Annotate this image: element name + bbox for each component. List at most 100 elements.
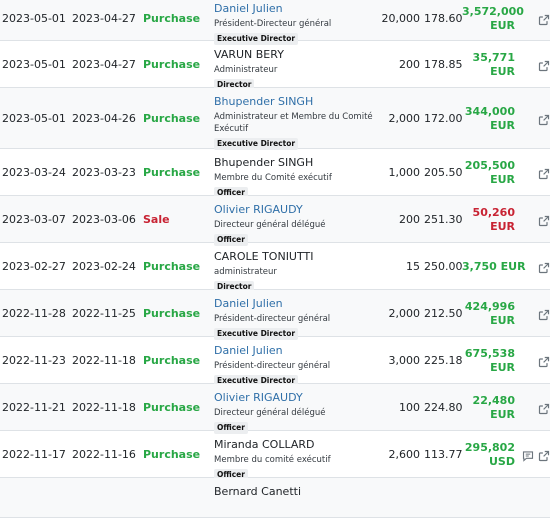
insider-name[interactable]: Daniel Julien [214, 2, 283, 15]
role-badge: Executive Director [214, 328, 299, 340]
insider-name: Miranda COLLARD [214, 438, 315, 451]
transaction-type-cell: Sale [143, 213, 170, 226]
value-currency: EUR [490, 119, 515, 132]
trade-date-cell: 2023-03-23 [72, 166, 136, 179]
price-cell: 113.77 [424, 448, 463, 461]
insider-name[interactable]: Daniel Julien [214, 344, 283, 357]
insider-cell: Daniel Julien Président-Directeur général… [214, 2, 379, 45]
transaction-type-cell: Purchase [143, 448, 201, 461]
value-amount: 50,260 [472, 206, 515, 219]
filing-date-cell: 2023-02-27 [2, 260, 66, 273]
transaction-type-cell: Purchase [143, 260, 201, 273]
external-link-icon[interactable] [538, 449, 550, 462]
row-actions [518, 13, 550, 27]
value-currency: EUR [490, 314, 515, 327]
insider-title: Administrateur et Membre du Comité [214, 112, 373, 122]
role-wrap: Executive Director [214, 325, 379, 340]
trade-date-cell: 2022-11-18 [72, 354, 136, 367]
insider-title: Administrateur [214, 65, 278, 75]
external-link-icon[interactable] [538, 59, 550, 72]
insider-name: Bhupender SINGH [214, 156, 314, 169]
insider-name[interactable]: Olivier RIGAUDY [214, 391, 303, 404]
value-currency: USD [489, 455, 515, 468]
row-actions [518, 449, 550, 463]
value-amount: 35,771 [472, 51, 515, 64]
value-cell: 22,480 EUR [462, 394, 515, 422]
price-cell: 172.00 [424, 112, 463, 125]
insider-title: Membre du comité exécutif [214, 455, 331, 465]
value-amount: 3,572,000 [462, 5, 524, 18]
role-wrap: Executive Director [214, 135, 379, 150]
insider-name[interactable]: Olivier RIGAUDY [214, 203, 303, 216]
insider-name: VARUN BERY [214, 48, 284, 61]
filing-date-cell: 2022-11-23 [2, 354, 66, 367]
value-currency: EUR [490, 65, 515, 78]
value-currency: EUR [490, 361, 515, 374]
table-row: 2023-05-01 2023-04-27 Purchase Daniel Julie… [0, 0, 550, 45]
role-badge: Officer [214, 422, 248, 434]
shares-cell: 100 [399, 401, 420, 414]
shares-cell: 2,600 [388, 448, 421, 461]
transaction-type-cell: Purchase [143, 401, 201, 414]
role-badge: Executive Director [214, 138, 299, 150]
transaction-type-cell: Purchase [143, 354, 201, 367]
external-link-icon[interactable] [538, 113, 550, 126]
value-cell: 3,572,000 EUR [462, 5, 524, 33]
trade-date-cell: 2022-11-18 [72, 401, 136, 414]
external-link-icon[interactable] [538, 308, 550, 321]
table-row: 2022-11-21 2022-11-18 Purchase Olivier RIGA… [0, 384, 550, 434]
value-cell: 344,000 EUR [462, 105, 515, 133]
external-link-icon[interactable] [538, 402, 550, 415]
insider-cell: Olivier RIGAUDY Directeur général délégué… [214, 203, 379, 246]
value-amount: 675,538 [464, 347, 515, 360]
value-amount: 424,996 [464, 300, 515, 313]
value-currency: EUR [490, 19, 515, 32]
insider-cell: Daniel Julien Président-directeur général… [214, 297, 379, 340]
trade-date-cell: 2022-11-16 [72, 448, 136, 461]
table-row: Bernard Canetti [0, 478, 550, 518]
shares-cell: 2,000 [388, 112, 421, 125]
value-amount: 3,750 [462, 260, 497, 273]
transaction-type-cell: Purchase [143, 12, 201, 25]
value-currency: EUR [490, 173, 515, 186]
external-link-icon[interactable] [538, 13, 550, 26]
filing-date-cell: 2023-03-24 [2, 166, 66, 179]
price-cell: 225.18 [424, 354, 463, 367]
external-link-icon[interactable] [538, 355, 550, 368]
insider-title: Directeur général délégué [214, 220, 326, 230]
transaction-type-cell: Purchase [143, 58, 201, 71]
filing-date-cell: 2022-11-28 [2, 307, 66, 320]
row-actions [518, 59, 550, 73]
insider-title: Directeur général délégué [214, 408, 326, 418]
external-link-icon[interactable] [538, 214, 550, 227]
role-wrap: Executive Director [214, 30, 379, 45]
value-amount: 295,802 [464, 441, 515, 454]
insider-cell: Olivier RIGAUDY Directeur général délégué… [214, 391, 379, 434]
row-actions [518, 167, 550, 181]
trade-date-cell: 2023-02-24 [72, 260, 136, 273]
table-row: 2023-05-01 2023-04-27 Purchase VARUN BERY Ad… [0, 41, 550, 91]
transaction-type-cell: Purchase [143, 166, 201, 179]
insider-cell: Daniel Julien Président-directeur général… [214, 344, 379, 387]
transaction-type-cell: Purchase [143, 307, 201, 320]
shares-cell: 15 [406, 260, 420, 273]
filing-date-cell: 2022-11-21 [2, 401, 66, 414]
value-currency: EUR [490, 220, 515, 233]
shares-cell: 1,000 [388, 166, 421, 179]
filing-date-cell: 2022-11-17 [2, 448, 66, 461]
value-cell: 295,802 USD [462, 441, 515, 469]
price-cell: 251.30 [424, 213, 463, 226]
table-row: 2023-03-07 2023-03-06 Sale Olivier RIGAUDY D… [0, 196, 550, 246]
external-link-icon[interactable] [538, 167, 550, 180]
value-cell: 3,750 EUR [462, 260, 526, 274]
table-row: 2022-11-17 2022-11-16 Purchase Miranda COLL… [0, 431, 550, 481]
value-currency: EUR [500, 260, 526, 273]
comment-icon[interactable] [522, 449, 534, 462]
external-link-icon[interactable] [538, 261, 550, 274]
price-cell: 178.85 [424, 58, 463, 71]
value-amount: 344,000 [464, 105, 515, 118]
price-cell: 178.60 [424, 12, 463, 25]
insider-name[interactable]: Bhupender SINGH [214, 95, 314, 108]
insider-name[interactable]: Daniel Julien [214, 297, 283, 310]
table-row: 2023-03-24 2023-03-23 Purchase Bhupender SI… [0, 149, 550, 199]
